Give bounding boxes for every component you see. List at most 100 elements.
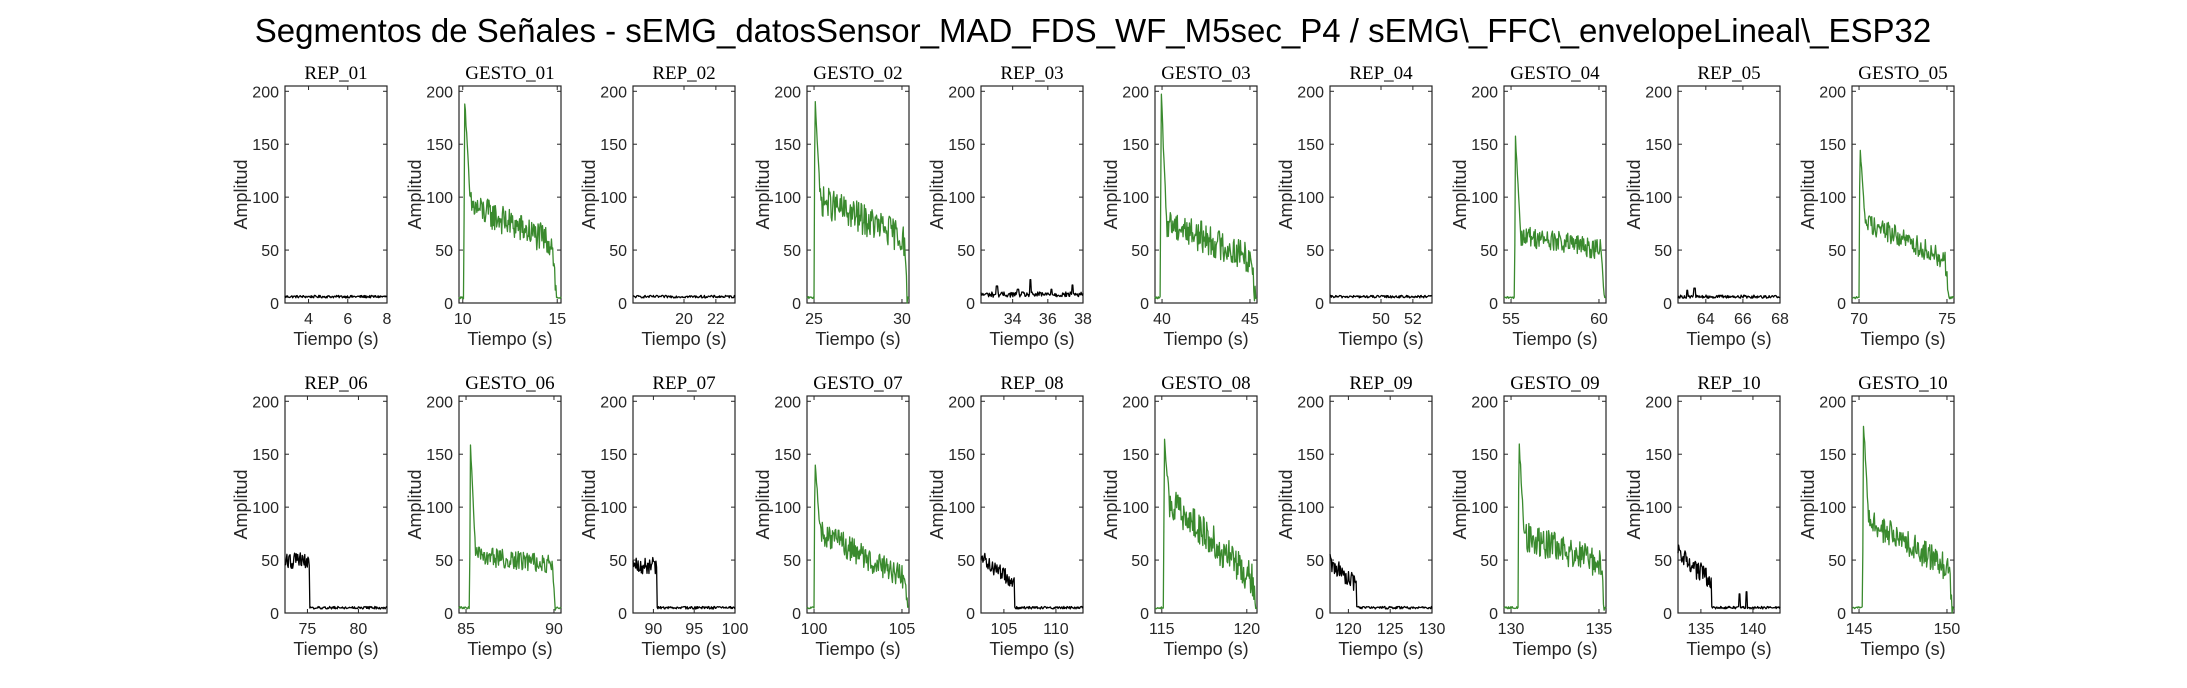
series-line bbox=[1677, 287, 1781, 299]
y-tick-label: 0 bbox=[444, 606, 453, 623]
y-tick-label: 50 bbox=[1306, 553, 1324, 570]
y-tick-label: 0 bbox=[1663, 606, 1672, 623]
x-tick-label: 60 bbox=[1590, 311, 1608, 328]
series-line bbox=[458, 103, 562, 300]
y-tick-label: 0 bbox=[1837, 296, 1846, 313]
y-axis-label: Amplitud bbox=[1450, 159, 1470, 229]
x-axis-label: Tiempo (s) bbox=[815, 329, 900, 349]
y-tick-label: 100 bbox=[1471, 190, 1498, 207]
subplot-title: REP_04 bbox=[1349, 63, 1413, 84]
y-tick-label: 0 bbox=[618, 606, 627, 623]
x-axis-label: Tiempo (s) bbox=[467, 639, 552, 659]
series-line bbox=[806, 464, 910, 610]
y-tick-label: 50 bbox=[1654, 553, 1672, 570]
y-axis-label: Amplitud bbox=[1276, 469, 1296, 539]
y-axis-label: Amplitud bbox=[927, 159, 947, 229]
y-axis-label: Amplitud bbox=[405, 469, 425, 539]
series-line bbox=[458, 444, 562, 611]
series-line bbox=[1851, 149, 1955, 300]
y-tick-label: 200 bbox=[1122, 84, 1149, 101]
y-tick-label: 150 bbox=[1645, 447, 1672, 464]
x-axis-label: Tiempo (s) bbox=[1512, 639, 1597, 659]
y-tick-label: 150 bbox=[1122, 447, 1149, 464]
plot-frame bbox=[458, 395, 562, 614]
y-tick-label: 200 bbox=[252, 394, 279, 411]
y-tick-label: 100 bbox=[948, 190, 975, 207]
y-axis-label: Amplitud bbox=[1798, 159, 1818, 229]
y-tick-label: 50 bbox=[261, 243, 279, 260]
y-tick-label: 200 bbox=[1297, 394, 1324, 411]
y-tick-label: 100 bbox=[1819, 500, 1846, 517]
series-line bbox=[1154, 93, 1258, 302]
y-tick-label: 150 bbox=[1819, 137, 1846, 154]
y-tick-label: 150 bbox=[774, 137, 801, 154]
y-tick-label: 0 bbox=[1140, 606, 1149, 623]
y-tick-label: 0 bbox=[1140, 296, 1149, 313]
plot-frame bbox=[806, 85, 910, 304]
y-tick-label: 150 bbox=[1297, 137, 1324, 154]
y-tick-label: 150 bbox=[948, 447, 975, 464]
plot-frame bbox=[1503, 85, 1607, 304]
x-tick-label: 68 bbox=[1771, 311, 1789, 328]
y-axis-label: Amplitud bbox=[579, 159, 599, 229]
plot-frame bbox=[980, 395, 1084, 614]
series-line bbox=[1329, 294, 1433, 299]
x-tick-label: 130 bbox=[1419, 621, 1446, 638]
x-tick-label: 120 bbox=[1233, 621, 1260, 638]
x-tick-label: 140 bbox=[1740, 621, 1767, 638]
y-tick-label: 0 bbox=[270, 606, 279, 623]
y-tick-label: 200 bbox=[426, 394, 453, 411]
y-tick-label: 0 bbox=[1489, 296, 1498, 313]
x-tick-label: 75 bbox=[1938, 311, 1956, 328]
series-line bbox=[980, 279, 1084, 298]
x-tick-label: 36 bbox=[1039, 311, 1057, 328]
x-axis-label: Tiempo (s) bbox=[293, 329, 378, 349]
y-tick-label: 150 bbox=[1297, 447, 1324, 464]
plot-frame bbox=[1851, 85, 1955, 304]
x-axis-label: Tiempo (s) bbox=[1860, 639, 1945, 659]
y-tick-label: 100 bbox=[600, 500, 627, 517]
series-line bbox=[980, 552, 1084, 610]
x-tick-label: 90 bbox=[645, 621, 663, 638]
y-tick-label: 0 bbox=[966, 606, 975, 623]
chart-title: Segmentos de Señales - sEMG_datosSensor_… bbox=[255, 12, 1931, 49]
plot-frame bbox=[806, 395, 910, 614]
plot-frame bbox=[1677, 395, 1781, 614]
x-tick-label: 100 bbox=[801, 621, 828, 638]
y-tick-label: 150 bbox=[1819, 447, 1846, 464]
y-tick-label: 0 bbox=[1837, 606, 1846, 623]
plot-frame bbox=[284, 395, 388, 614]
subplot-title: REP_06 bbox=[304, 373, 367, 394]
x-tick-label: 20 bbox=[675, 311, 693, 328]
subplot-title: GESTO_04 bbox=[1510, 63, 1600, 84]
y-tick-label: 50 bbox=[435, 243, 453, 260]
y-tick-label: 0 bbox=[1315, 606, 1324, 623]
subplot-title: REP_09 bbox=[1349, 373, 1412, 394]
x-tick-label: 25 bbox=[805, 311, 823, 328]
y-tick-label: 50 bbox=[609, 553, 627, 570]
x-tick-label: 6 bbox=[343, 311, 352, 328]
plot-frame bbox=[1329, 85, 1433, 304]
y-tick-label: 150 bbox=[252, 137, 279, 154]
plot-frame bbox=[458, 85, 562, 304]
series-line bbox=[632, 294, 736, 299]
y-tick-label: 150 bbox=[774, 447, 801, 464]
subplot-title: GESTO_07 bbox=[813, 373, 902, 394]
y-tick-label: 50 bbox=[1654, 243, 1672, 260]
y-tick-label: 200 bbox=[1645, 84, 1672, 101]
subplot-title: GESTO_03 bbox=[1161, 63, 1250, 84]
y-tick-label: 50 bbox=[1828, 243, 1846, 260]
subplot-title: GESTO_06 bbox=[465, 373, 554, 394]
x-tick-label: 105 bbox=[991, 621, 1018, 638]
y-axis-label: Amplitud bbox=[753, 469, 773, 539]
x-tick-label: 120 bbox=[1335, 621, 1362, 638]
y-tick-label: 50 bbox=[957, 243, 975, 260]
y-axis-label: Amplitud bbox=[1101, 469, 1121, 539]
